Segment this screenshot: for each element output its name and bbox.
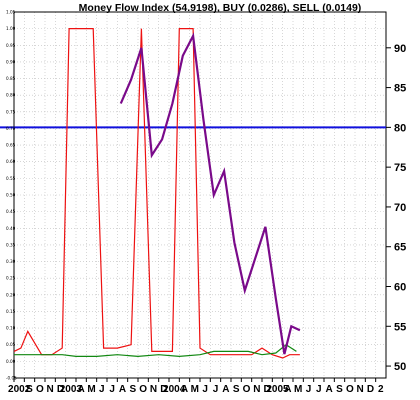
x-tick-label: A (119, 384, 126, 395)
x-tick-label: N (253, 384, 260, 395)
left-tick-label: 0.30 (6, 259, 16, 264)
x-tick-label: S (129, 384, 136, 395)
x-tick-label: A (222, 384, 229, 395)
left-tick-label: 0.20 (6, 292, 16, 297)
left-axis: 1.05 1.00 0.95 0.90 0.85 0.80 0.75 0.70 0.65 0.60… (6, 10, 17, 381)
left-tick-label: 0.55 (6, 176, 16, 181)
x-tick-label: 2004 (163, 384, 186, 395)
x-tick-label: N (150, 384, 157, 395)
series-line-2 (14, 343, 297, 358)
left-tick-label: 0.40 (6, 226, 16, 231)
x-tick-label: J (306, 384, 312, 395)
x-tick-label: O (243, 384, 251, 395)
x-tick-label: A (284, 384, 291, 395)
series-line-3 (119, 32, 301, 355)
x-tick-label: A (326, 384, 333, 395)
right-tick-label: 65 (394, 242, 406, 254)
x-tick-label: J (316, 384, 322, 395)
x-tick-label: M (294, 384, 302, 395)
right-tick-label: 55 (394, 321, 406, 333)
x-tick-label: A (78, 384, 85, 395)
left-tick-label: 0.70 (6, 126, 16, 131)
x-tick-label: J (99, 384, 105, 395)
x-tick-label: J (213, 384, 219, 395)
series-group (13, 28, 301, 359)
right-tick-label: 75 (394, 162, 406, 174)
left-tick-label: 0.75 (6, 109, 16, 114)
left-tick-label: -0.05 (6, 376, 17, 381)
x-tick-label: N (47, 384, 54, 395)
left-tick-label: 0.90 (6, 59, 16, 64)
x-tick-label: O (346, 384, 354, 395)
chart-title: Money Flow Index (54.9198), BUY (0.0286)… (79, 2, 362, 14)
left-tick-label: 0.05 (6, 342, 16, 347)
x-tick-label: D (264, 384, 271, 395)
grid (14, 11, 386, 379)
x-tick-label: J (202, 384, 208, 395)
x-tick-label: O (139, 384, 147, 395)
x-tick-label: D (160, 384, 167, 395)
right-tick-label: 85 (394, 83, 406, 95)
left-tick-label: 0.00 (6, 359, 16, 364)
right-tick-label: 50 (394, 361, 406, 373)
right-tick-label: 90 (394, 43, 406, 55)
x-tick-label: M (191, 384, 199, 395)
x-tick-label: S (233, 384, 240, 395)
left-tick-label: 0.85 (6, 76, 16, 81)
x-tick-label: A (181, 384, 188, 395)
right-axis: 90 85 80 75 70 65 60 55 50 (386, 43, 406, 373)
series-line-1 (13, 28, 300, 359)
x-tick-label: S (336, 384, 343, 395)
x-tick-label: D (57, 384, 64, 395)
x-tick-label: S (26, 384, 33, 395)
right-tick-label: 70 (394, 202, 406, 214)
right-tick-label: 80 (394, 122, 406, 134)
left-tick-label: 0.10 (6, 326, 16, 331)
left-tick-label: 0.95 (6, 43, 16, 48)
left-tick-label: 0.60 (6, 159, 16, 164)
left-tick-label: 0.15 (6, 309, 16, 314)
x-tick-label: O (36, 384, 44, 395)
x-tick-label: 2005 (266, 384, 289, 395)
x-tick-label: N (357, 384, 364, 395)
left-tick-label: 0.80 (6, 93, 16, 98)
x-tick-label: 2002 (8, 384, 31, 395)
left-tick-label: 1.05 (6, 10, 16, 15)
left-tick-label: 0.45 (6, 209, 16, 214)
left-tick-label: 0.65 (6, 143, 16, 148)
x-tick-label: M (87, 384, 95, 395)
x-tick-label: D (367, 384, 374, 395)
x-tick-label: J (109, 384, 115, 395)
x-tick-label: 2003 (60, 384, 83, 395)
x-tick-label: 2 (378, 384, 384, 395)
left-tick-label: 0.35 (6, 242, 16, 247)
left-tick-label: 1.00 (6, 26, 16, 31)
left-tick-label: 0.25 (6, 276, 16, 281)
left-tick-label: 0.50 (6, 193, 16, 198)
right-tick-label: 60 (394, 282, 406, 294)
